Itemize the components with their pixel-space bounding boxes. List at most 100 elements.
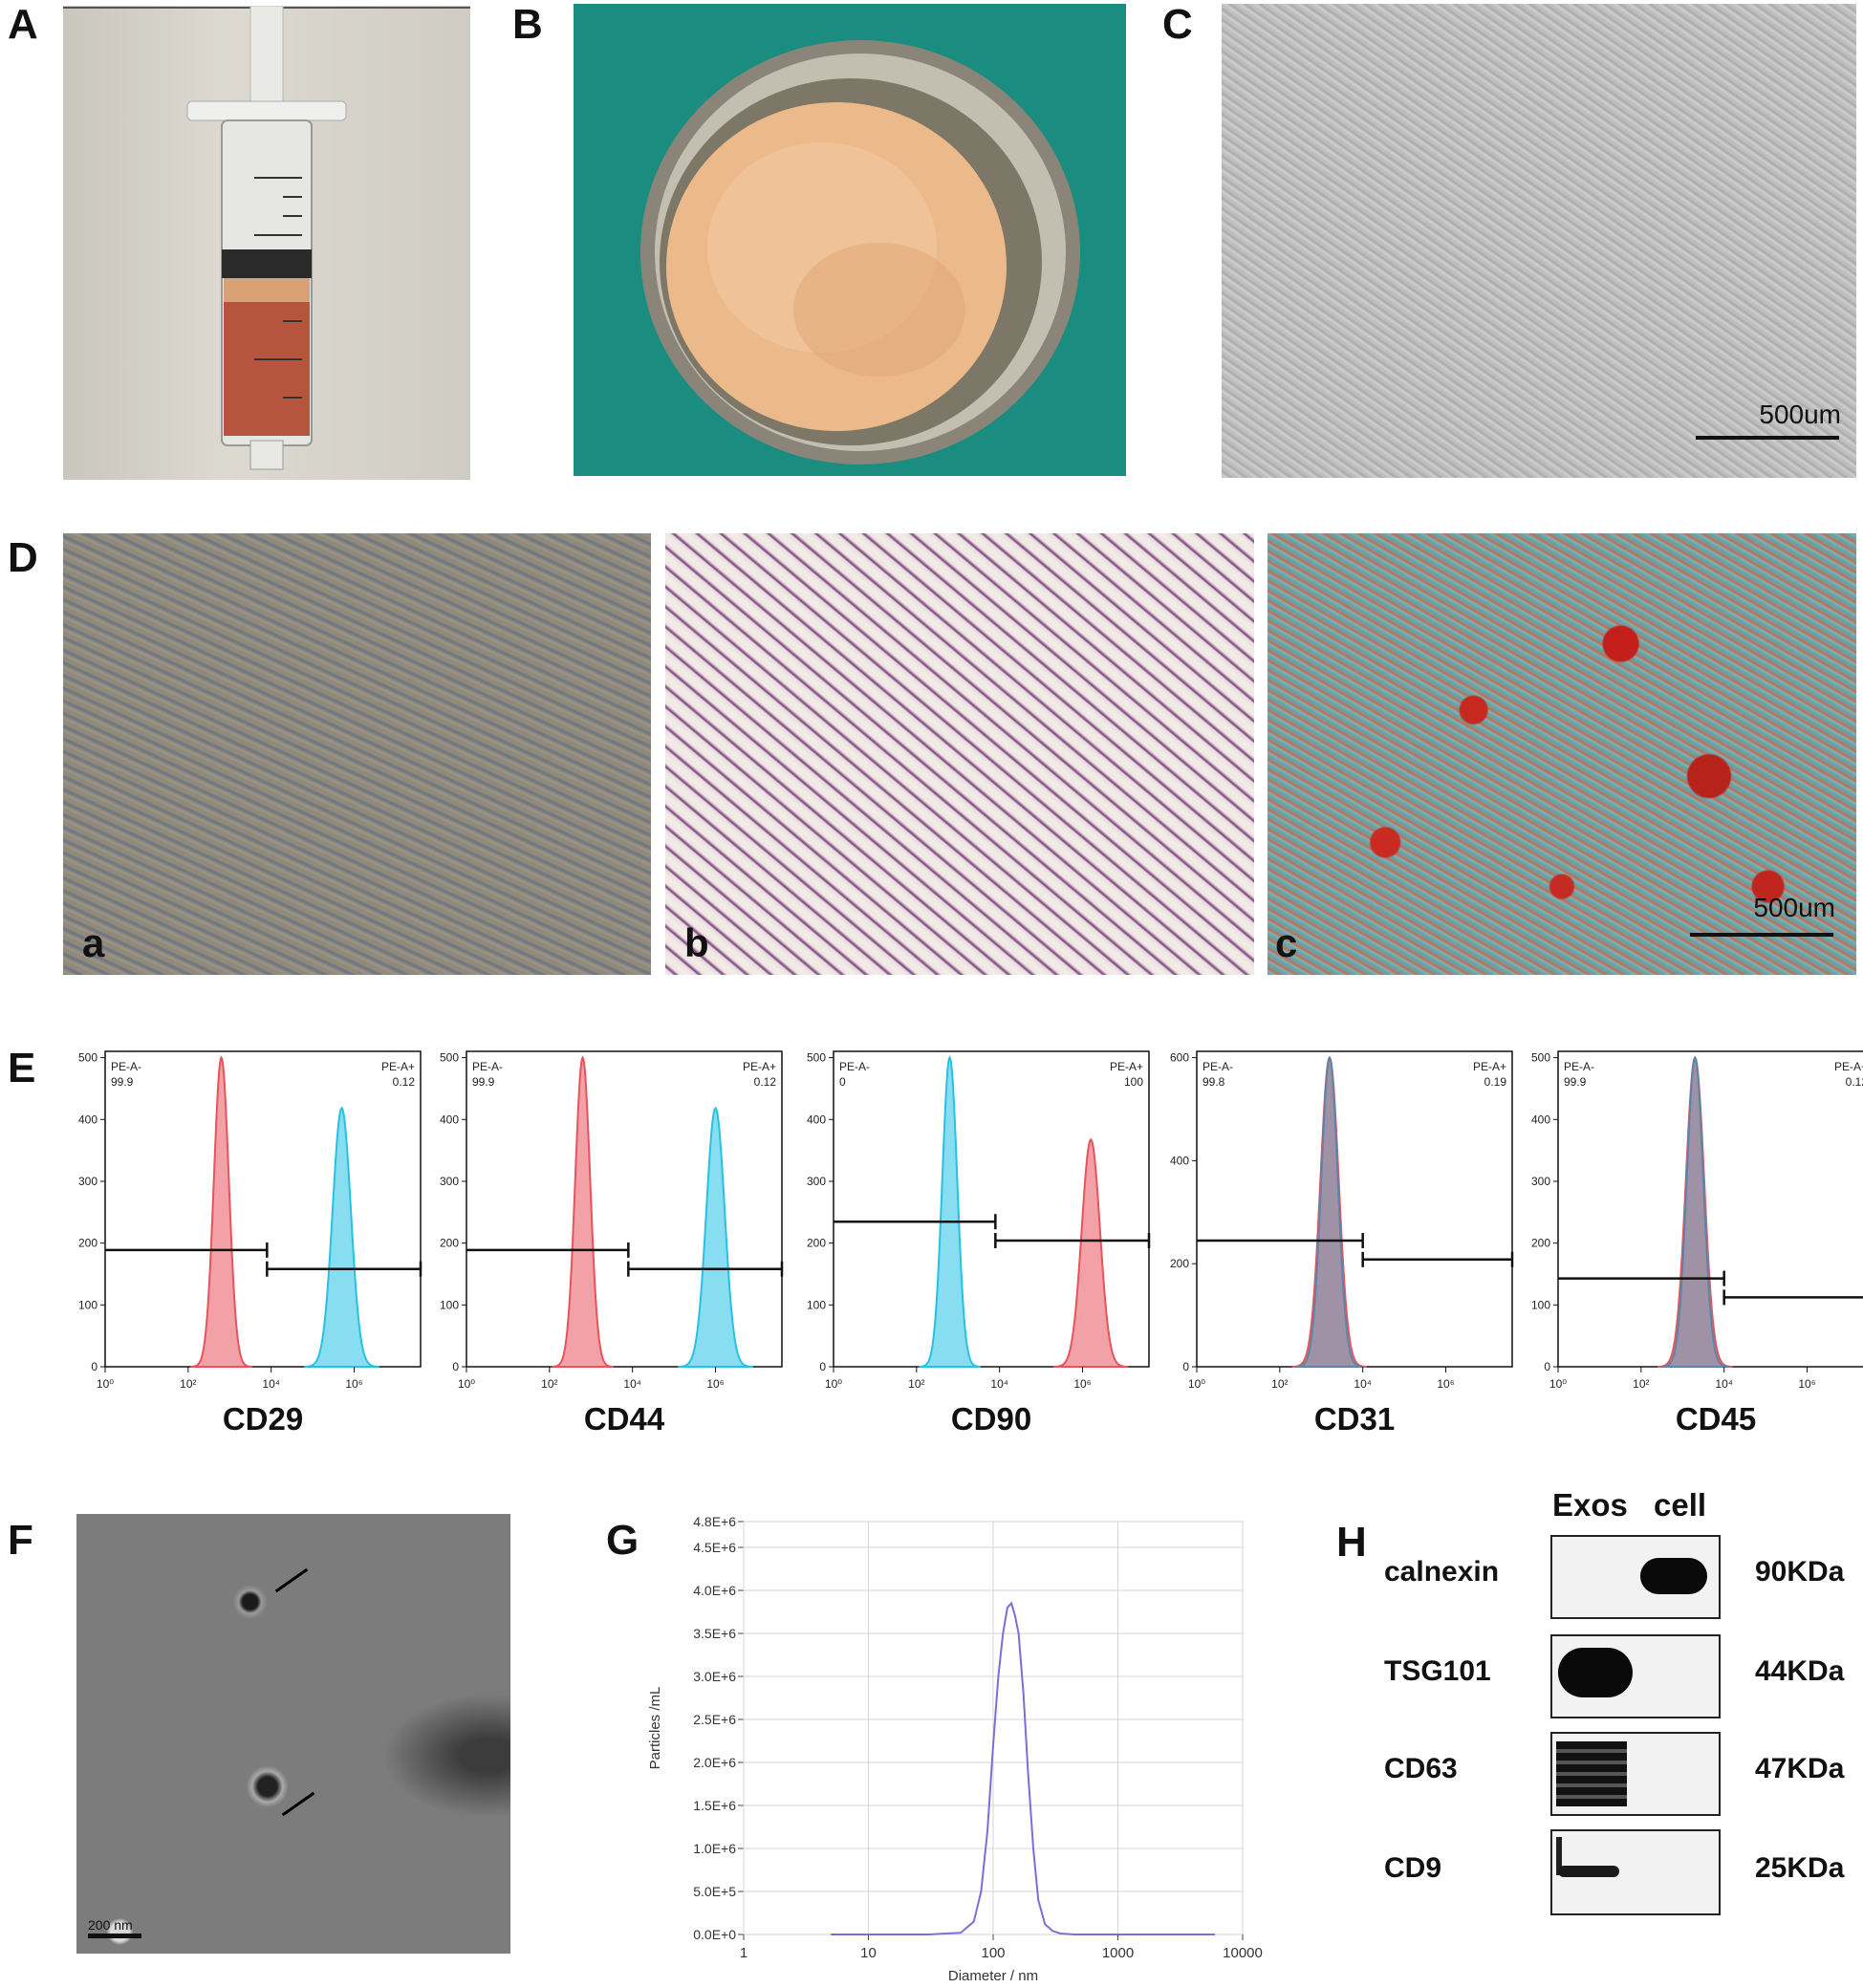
x-tick-label: 10² bbox=[1633, 1377, 1649, 1391]
blot-cd63 bbox=[1550, 1732, 1721, 1816]
y-tick-label: 500 bbox=[78, 1051, 97, 1065]
y-tick-label: 400 bbox=[1531, 1113, 1550, 1126]
protein-cd9: CD9 bbox=[1384, 1852, 1442, 1884]
neg-gate-label: PE-A- bbox=[839, 1060, 870, 1073]
y-tick-label: 100 bbox=[78, 1298, 97, 1311]
y-tick-label: 300 bbox=[807, 1175, 826, 1188]
nta-chart: 0.0E+0 5.0E+5 1.0E+6 1.5E+6 2.0E+6 2.5E+6 3.0E… bbox=[631, 1510, 1281, 1984]
pos-gate-value: 0.12 bbox=[1846, 1075, 1863, 1089]
panel-label-b: B bbox=[512, 1, 543, 48]
x-tick-label: 100 bbox=[981, 1945, 1005, 1961]
neg-gate-value: 99.9 bbox=[111, 1075, 134, 1089]
x-tick-label: 10⁴ bbox=[1354, 1377, 1372, 1391]
y-tick-label: 4.5E+6 bbox=[693, 1540, 736, 1555]
neg-gate-value: 99.9 bbox=[1564, 1075, 1587, 1089]
kda-calnexin: 90KDa bbox=[1755, 1556, 1845, 1588]
y-tick-label: 400 bbox=[807, 1113, 826, 1126]
blot-cd9 bbox=[1550, 1829, 1721, 1915]
protein-cd63: CD63 bbox=[1384, 1753, 1458, 1784]
x-tick-label: 10⁰ bbox=[825, 1377, 842, 1391]
y-tick-label: 2.0E+6 bbox=[693, 1755, 736, 1770]
x-tick-label: 10000 bbox=[1223, 1945, 1263, 1961]
marker-label: CD31 bbox=[1313, 1401, 1396, 1437]
micrograph-d-a: a bbox=[63, 533, 651, 975]
sub-label-b: b bbox=[684, 920, 709, 965]
marker-label: CD45 bbox=[1675, 1401, 1757, 1437]
y-tick-label: 1.0E+6 bbox=[693, 1841, 736, 1856]
y-tick-label: 0 bbox=[91, 1360, 97, 1373]
y-tick-label: 600 bbox=[1170, 1051, 1189, 1065]
x-tick-label: 10⁰ bbox=[458, 1377, 475, 1391]
sub-label-a: a bbox=[82, 920, 105, 965]
x-tick-label: 10⁶ bbox=[1437, 1377, 1454, 1391]
histogram-plot: PE-A- 0 PE-A+ 100 0 100 200 300 400 500 10⁰ 10² 10⁴ 1… bbox=[807, 1050, 1151, 1391]
peak-isotype bbox=[919, 1055, 981, 1368]
panel-label-f: F bbox=[8, 1517, 33, 1564]
y-tick-label: 400 bbox=[440, 1113, 459, 1126]
marker-label: CD44 bbox=[583, 1401, 665, 1437]
y-tick-label: 1.5E+6 bbox=[693, 1798, 736, 1813]
y-tick-label: 400 bbox=[78, 1113, 97, 1126]
peak-stain bbox=[1053, 1137, 1129, 1368]
x-tick-label: 10⁰ bbox=[1188, 1377, 1205, 1391]
tem-micrograph: 200 nm bbox=[76, 1514, 510, 1954]
kda-cd63: 47KDa bbox=[1755, 1753, 1845, 1784]
histogram-plot: PE-A- 99.9 PE-A+ 0.12 0 100 200 300 400 500 10⁰ 10²… bbox=[440, 1050, 784, 1391]
histogram-plot: PE-A- 99.9 PE-A+ 0.12 0 100 200 300 400 500 10⁰ 10²… bbox=[78, 1050, 422, 1391]
column-cell: cell bbox=[1654, 1487, 1707, 1523]
panel-label-c: C bbox=[1162, 1, 1193, 48]
tissue-cup-photo bbox=[574, 4, 1126, 476]
marker-label: CD29 bbox=[222, 1401, 304, 1437]
plot-frame bbox=[466, 1050, 783, 1368]
y-tick-label: 100 bbox=[807, 1298, 826, 1311]
panel-label-h: H bbox=[1336, 1519, 1367, 1566]
x-tick-label: 10⁴ bbox=[262, 1377, 280, 1391]
x-tick-label: 1 bbox=[740, 1945, 747, 1961]
y-tick-label: 200 bbox=[440, 1237, 459, 1250]
y-tick-label: 0.0E+0 bbox=[693, 1927, 736, 1942]
blot-calnexin bbox=[1550, 1535, 1721, 1619]
panel-label-d: D bbox=[8, 534, 38, 581]
y-tick-label: 100 bbox=[440, 1298, 459, 1311]
x-tick-label: 10² bbox=[541, 1377, 557, 1391]
neg-gate-label: PE-A- bbox=[472, 1060, 503, 1073]
arrow-top bbox=[274, 1567, 309, 1593]
histogram-cd44: PE-A- 99.9 PE-A+ 0.12 0 100 200 300 400 500 10⁰ 10²… bbox=[440, 1050, 784, 1472]
x-tick-label: 10⁶ bbox=[706, 1377, 724, 1391]
neg-gate-label: PE-A- bbox=[1202, 1060, 1233, 1073]
panel-label-a: A bbox=[8, 1, 38, 48]
size-distribution-line bbox=[831, 1601, 1215, 1935]
x-tick-label: 10⁰ bbox=[97, 1377, 114, 1391]
y-tick-label: 5.0E+5 bbox=[693, 1884, 736, 1899]
x-tick-label: 10⁶ bbox=[345, 1377, 362, 1391]
panel-label-e: E bbox=[8, 1045, 36, 1091]
histogram-plot: PE-A- 99.8 PE-A+ 0.19 0 200 400 600 10⁰ 10² 10⁴ 10⁶ bbox=[1170, 1050, 1514, 1391]
kda-tsg101: 44KDa bbox=[1755, 1655, 1845, 1687]
y-tick-label: 0 bbox=[819, 1360, 826, 1373]
y-tick-label: 300 bbox=[78, 1175, 97, 1188]
pos-gate-value: 100 bbox=[1124, 1075, 1143, 1089]
pos-gate-value: 0.19 bbox=[1484, 1075, 1507, 1089]
plot-frame bbox=[104, 1050, 422, 1368]
pos-gate-label: PE-A+ bbox=[381, 1060, 415, 1073]
y-tick-label: 200 bbox=[78, 1237, 97, 1250]
peak-stain bbox=[1660, 1055, 1730, 1368]
x-tick-label: 10⁴ bbox=[990, 1377, 1008, 1391]
x-tick-label: 10 bbox=[860, 1945, 877, 1961]
pos-gate-label: PE-A+ bbox=[1473, 1060, 1506, 1073]
marker-label: CD90 bbox=[950, 1401, 1032, 1437]
histogram-cd90: PE-A- 0 PE-A+ 100 0 100 200 300 400 500 10⁰ 10² 10⁴ 1… bbox=[807, 1050, 1151, 1472]
y-tick-label: 500 bbox=[1531, 1051, 1550, 1065]
pos-gate-label: PE-A+ bbox=[743, 1060, 776, 1073]
y-tick-label: 3.0E+6 bbox=[693, 1669, 736, 1684]
y-tick-label: 400 bbox=[1170, 1154, 1189, 1167]
scale-bar bbox=[1696, 436, 1839, 440]
x-tick-label: 10² bbox=[908, 1377, 924, 1391]
peak-stain bbox=[678, 1106, 753, 1368]
y-tick-label: 0 bbox=[1182, 1360, 1189, 1373]
y-tick-label: 4.0E+6 bbox=[693, 1583, 736, 1598]
y-tick-label: 4.8E+6 bbox=[693, 1514, 736, 1529]
y-tick-label: 200 bbox=[1170, 1257, 1189, 1270]
y-tick-label: 3.5E+6 bbox=[693, 1626, 736, 1641]
y-tick-label: 500 bbox=[440, 1051, 459, 1065]
